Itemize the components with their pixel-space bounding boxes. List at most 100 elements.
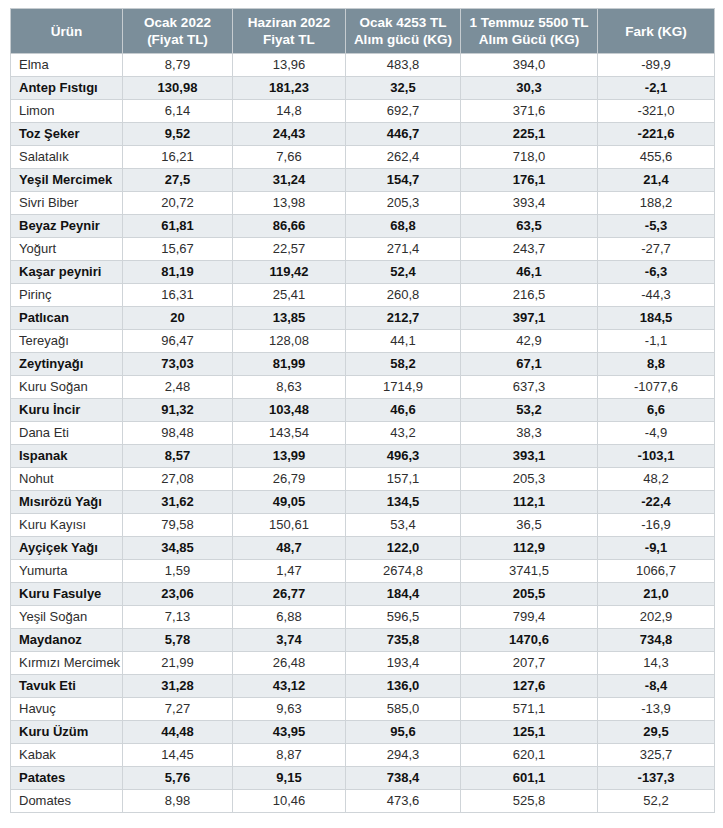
value-cell: 157,1 — [346, 468, 461, 491]
table-row: Pirinç16,3125,41260,8216,5-44,3 — [11, 284, 715, 307]
value-cell: 620,1 — [461, 744, 598, 767]
value-cell: 48,7 — [233, 537, 346, 560]
product-name-cell: Zeytinyağı — [11, 353, 123, 376]
table-row: Limon6,1414,8692,7371,6-321,0 — [11, 100, 715, 123]
table-row: Antep Fıstıgı130,98181,2332,530,3-2,1 — [11, 77, 715, 100]
value-cell: 34,85 — [123, 537, 233, 560]
product-name-cell: Maydanoz — [11, 629, 123, 652]
value-cell: 31,24 — [233, 169, 346, 192]
value-cell: 24,43 — [233, 123, 346, 146]
product-name-cell: Ispanak — [11, 445, 123, 468]
value-cell: 103,48 — [233, 399, 346, 422]
table-row: Kuru Kayısı79,58150,6153,436,5-16,9 — [11, 514, 715, 537]
value-cell: 29,5 — [598, 721, 715, 744]
value-cell: 294,3 — [346, 744, 461, 767]
table-row: Mısırözü Yağı31,6249,05134,5112,1-22,4 — [11, 491, 715, 514]
value-cell: 1,47 — [233, 560, 346, 583]
value-cell: -103,1 — [598, 445, 715, 468]
value-cell: 8,79 — [123, 54, 233, 77]
table-row: Maydanoz5,783,74735,81470,6734,8 — [11, 629, 715, 652]
value-cell: 14,45 — [123, 744, 233, 767]
value-cell: 496,3 — [346, 445, 461, 468]
value-cell: 27,5 — [123, 169, 233, 192]
value-cell: 98,48 — [123, 422, 233, 445]
value-cell: 216,5 — [461, 284, 598, 307]
product-name-cell: Ayçiçek Yağı — [11, 537, 123, 560]
value-cell: 20 — [123, 307, 233, 330]
value-cell: 205,5 — [461, 583, 598, 606]
value-cell: 735,8 — [346, 629, 461, 652]
value-cell: 32,5 — [346, 77, 461, 100]
column-header-haziran-2022-fiyat: Haziran 2022 Fiyat TL — [233, 9, 346, 54]
value-cell: 86,66 — [233, 215, 346, 238]
value-cell: 325,7 — [598, 744, 715, 767]
value-cell: 31,28 — [123, 675, 233, 698]
value-cell: 119,42 — [233, 261, 346, 284]
value-cell: 8,8 — [598, 353, 715, 376]
value-cell: -16,9 — [598, 514, 715, 537]
value-cell: 14,8 — [233, 100, 346, 123]
table-row: Havuç7,279,63585,0571,1-13,9 — [11, 698, 715, 721]
value-cell: 26,48 — [233, 652, 346, 675]
value-cell: -1077,6 — [598, 376, 715, 399]
value-cell: 260,8 — [346, 284, 461, 307]
value-cell: 42,9 — [461, 330, 598, 353]
value-cell: 43,2 — [346, 422, 461, 445]
value-cell: 3,74 — [233, 629, 346, 652]
value-cell: 225,1 — [461, 123, 598, 146]
table-row: Toz Şeker9,5224,43446,7225,1-221,6 — [11, 123, 715, 146]
table-row: Yoğurt15,6722,57271,4243,7-27,7 — [11, 238, 715, 261]
product-name-cell: Limon — [11, 100, 123, 123]
value-cell: 193,4 — [346, 652, 461, 675]
value-cell: 397,1 — [461, 307, 598, 330]
table-row: Elma8,7913,96483,8394,0-89,9 — [11, 54, 715, 77]
value-cell: 58,2 — [346, 353, 461, 376]
value-cell: 49,05 — [233, 491, 346, 514]
value-cell: -13,9 — [598, 698, 715, 721]
value-cell: 7,27 — [123, 698, 233, 721]
price-table-header: Ürün Ocak 2022 (Fiyat TL) Haziran 2022 F… — [11, 9, 715, 54]
product-name-cell: Kabak — [11, 744, 123, 767]
value-cell: 46,6 — [346, 399, 461, 422]
value-cell: 9,63 — [233, 698, 346, 721]
value-cell: 1714,9 — [346, 376, 461, 399]
table-row: Kuru İncir91,32103,4846,653,26,6 — [11, 399, 715, 422]
value-cell: 473,6 — [346, 790, 461, 813]
value-cell: 43,95 — [233, 721, 346, 744]
price-table: Ürün Ocak 2022 (Fiyat TL) Haziran 2022 F… — [10, 8, 715, 813]
value-cell: 81,19 — [123, 261, 233, 284]
product-name-cell: Kırmızı Mercimek — [11, 652, 123, 675]
value-cell: 134,5 — [346, 491, 461, 514]
value-cell: -137,3 — [598, 767, 715, 790]
product-name-cell: Yeşil Mercimek — [11, 169, 123, 192]
value-cell: 128,08 — [233, 330, 346, 353]
value-cell: 52,4 — [346, 261, 461, 284]
table-row: Kaşar peyniri81,19119,4252,446,1-6,3 — [11, 261, 715, 284]
value-cell: 26,77 — [233, 583, 346, 606]
value-cell: 63,5 — [461, 215, 598, 238]
table-row: Kuru Soğan2,488,631714,9637,3-1077,6 — [11, 376, 715, 399]
value-cell: -44,3 — [598, 284, 715, 307]
value-cell: 27,08 — [123, 468, 233, 491]
value-cell: -4,9 — [598, 422, 715, 445]
table-row: Kırmızı Mercimek21,9926,48193,4207,714,3 — [11, 652, 715, 675]
value-cell: 393,4 — [461, 192, 598, 215]
value-cell: 262,4 — [346, 146, 461, 169]
value-cell: 8,87 — [233, 744, 346, 767]
value-cell: 1066,7 — [598, 560, 715, 583]
product-name-cell: Yeşil Soğan — [11, 606, 123, 629]
value-cell: 96,47 — [123, 330, 233, 353]
table-row: Kuru Üzüm44,4843,9595,6125,129,5 — [11, 721, 715, 744]
value-cell: -89,9 — [598, 54, 715, 77]
value-cell: 112,1 — [461, 491, 598, 514]
value-cell: 525,8 — [461, 790, 598, 813]
product-name-cell: Antep Fıstıgı — [11, 77, 123, 100]
value-cell: 6,14 — [123, 100, 233, 123]
table-row: Kabak14,458,87294,3620,1325,7 — [11, 744, 715, 767]
value-cell: 393,1 — [461, 445, 598, 468]
value-cell: 13,96 — [233, 54, 346, 77]
column-header-temmuz-5500-alim-gucu: 1 Temmuz 5500 TL Alım Gücü (KG) — [461, 9, 598, 54]
value-cell: 30,3 — [461, 77, 598, 100]
value-cell: 130,98 — [123, 77, 233, 100]
product-name-cell: Kuru Üzüm — [11, 721, 123, 744]
